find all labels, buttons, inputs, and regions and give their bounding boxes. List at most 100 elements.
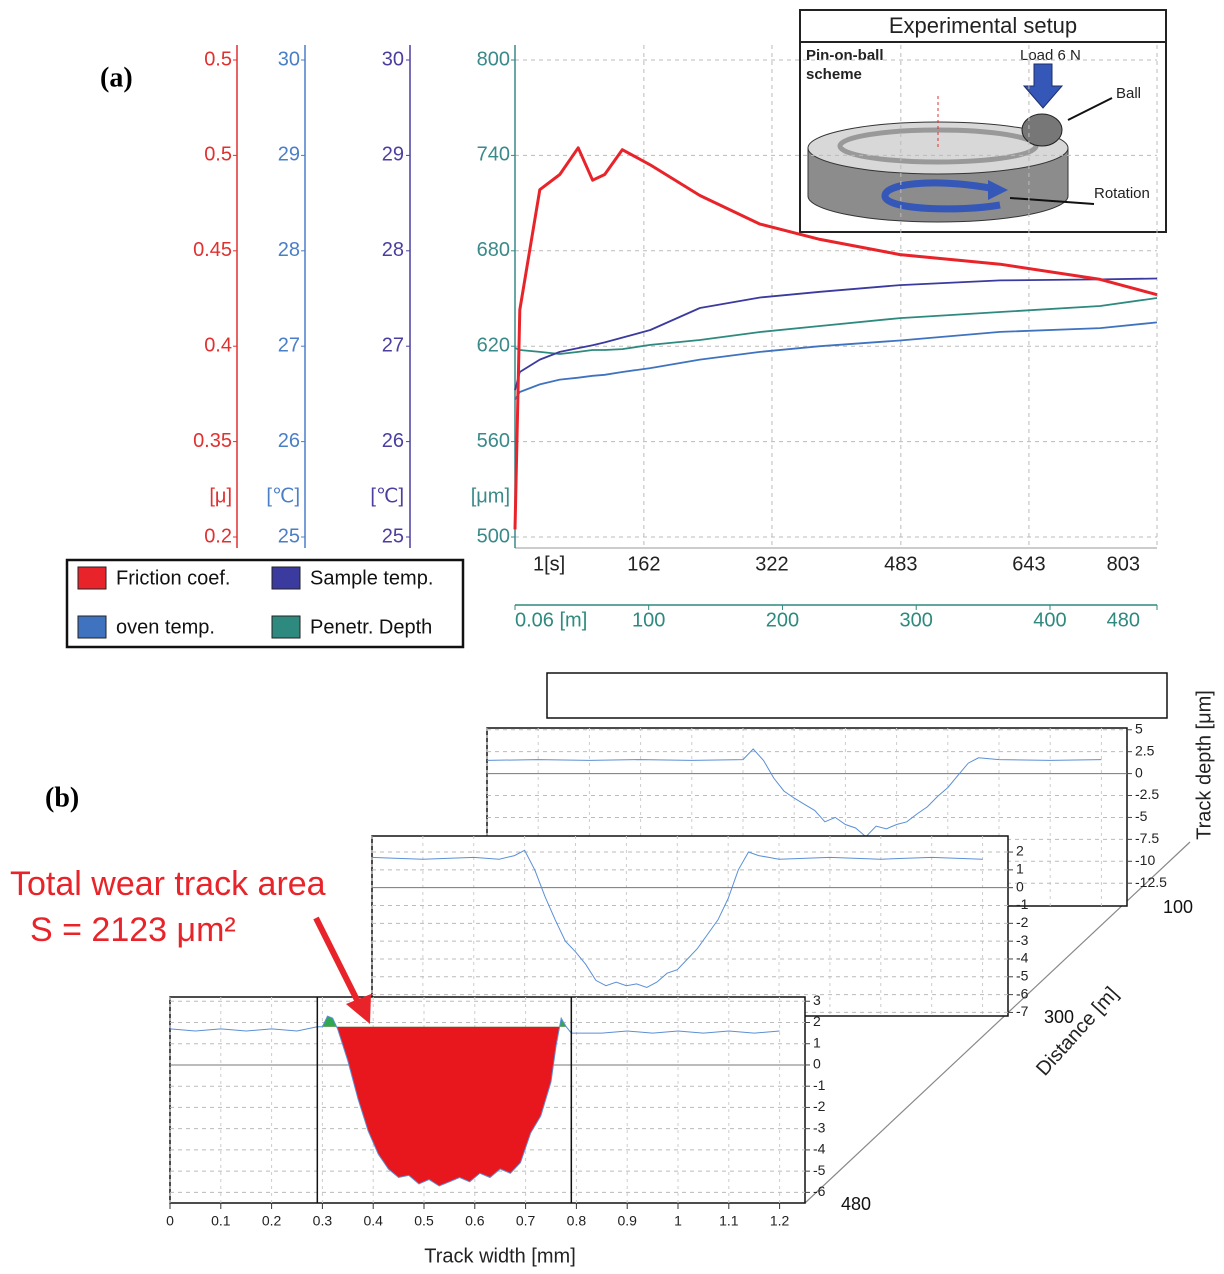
x2-tick-label: 300 bbox=[900, 609, 933, 631]
legend-swatch bbox=[271, 566, 301, 590]
y-tick-label: 2 bbox=[1016, 843, 1024, 859]
annotation: S = 2123 μm² bbox=[30, 911, 236, 949]
y-tick-label: 30 bbox=[382, 48, 404, 70]
y-tick-label: -2.5 bbox=[1135, 786, 1159, 802]
y-axis-unit: [μ] bbox=[209, 485, 232, 507]
y-tick-label: 0 bbox=[1135, 764, 1143, 780]
x-tick-label: 0.3 bbox=[313, 1213, 333, 1229]
profile-layer: 3 2 1 0 -1 -2 -3 -4 -5 -6 480 0 0.1 0.2 0.3 0.4 0.5 0.6 0.… bbox=[166, 992, 871, 1229]
y-tick-label: 680 bbox=[477, 239, 510, 261]
inset-title: Experimental setup bbox=[889, 13, 1077, 38]
y-tick-label: 1 bbox=[813, 1034, 821, 1050]
series-line bbox=[513, 146, 1158, 530]
x-tick-label: 1.1 bbox=[719, 1213, 739, 1229]
inset-rotation: Rotation bbox=[1094, 185, 1150, 202]
y-tick-label: -5 bbox=[1135, 808, 1148, 824]
legend: Friction coef. Sample temp. oven temp. Pene… bbox=[77, 566, 433, 639]
wear-track bbox=[837, 127, 1039, 165]
y-tick-label: 29 bbox=[278, 144, 300, 166]
z-axis-title: Distance [m] bbox=[1032, 983, 1123, 1080]
x2-tick-label: 200 bbox=[766, 609, 799, 631]
x-tick-label: 1.2 bbox=[770, 1213, 790, 1229]
x-tick-label: 483 bbox=[884, 553, 917, 575]
y-tick-label: 29 bbox=[382, 144, 404, 166]
inset-scheme: Pin-on-ball scheme bbox=[806, 47, 884, 83]
x-tick-label: 0.7 bbox=[516, 1213, 536, 1229]
y-tick-label: -5 bbox=[813, 1162, 826, 1178]
panel-label: (a) bbox=[100, 62, 133, 93]
x-tick-label: 0 bbox=[166, 1213, 174, 1229]
y-tick-label: -10 bbox=[1135, 852, 1155, 868]
legend-label: Penetr. Depth bbox=[310, 616, 432, 638]
x-tick-label: 0.4 bbox=[363, 1213, 383, 1229]
x-tick-label: 1 bbox=[674, 1213, 682, 1229]
distance-label: 300 bbox=[1044, 1007, 1074, 1027]
x-tick-label: 322 bbox=[755, 553, 788, 575]
inset-scheme-box: Pin-on-ball scheme bbox=[806, 47, 884, 83]
legend-label: oven temp. bbox=[116, 616, 215, 638]
y-axis-unit: [℃] bbox=[266, 485, 300, 507]
x2-tick-label: 480 bbox=[1107, 609, 1140, 631]
y-tick-label: 28 bbox=[382, 239, 404, 261]
distance-label: 100 bbox=[1163, 897, 1193, 917]
y-tick-label: 28 bbox=[278, 239, 300, 261]
layer-box bbox=[371, 835, 1009, 1017]
y-tick-label: 0.45 bbox=[193, 239, 232, 261]
y-tick-label: -7 bbox=[1016, 1003, 1029, 1019]
y-tick-label: 26 bbox=[382, 430, 404, 452]
rotation-arrow bbox=[881, 179, 1001, 213]
y-tick-label: -2 bbox=[813, 1098, 826, 1114]
inset: Experimental setup Pin-on-ball scheme Lo… bbox=[799, 9, 1167, 233]
profile-line bbox=[372, 849, 983, 989]
legend-swatch bbox=[271, 615, 301, 639]
y-tick-label: 560 bbox=[477, 430, 510, 452]
y-tick-label: -3 bbox=[1016, 932, 1029, 948]
rotation-pointer bbox=[1009, 197, 1095, 205]
legend-label: Friction coef. bbox=[116, 567, 230, 589]
y-tick-label: 0 bbox=[1016, 878, 1024, 894]
y-tick-label: 740 bbox=[477, 144, 510, 166]
profile-line bbox=[170, 1015, 780, 1187]
y-tick-label: 3 bbox=[813, 992, 821, 1008]
rotation-arrow-head bbox=[988, 180, 1008, 200]
profile-layers: 52.50-2.5-5-7.5-10-12.5100210-1-2-3-4-5-… bbox=[166, 720, 1193, 1228]
layer-frame bbox=[546, 672, 1168, 719]
y-tick-label: -1 bbox=[813, 1077, 826, 1093]
ball-pointer bbox=[1067, 97, 1113, 121]
y-tick-label: 30 bbox=[278, 48, 300, 70]
y-tick-label: 25 bbox=[382, 525, 404, 547]
y-tick-label: 2.5 bbox=[1135, 742, 1155, 758]
y-tick-label: 0.5 bbox=[204, 144, 232, 166]
y-tick-label: 1 bbox=[1016, 861, 1024, 877]
series-line bbox=[514, 321, 1158, 401]
annotation-arrow-head bbox=[346, 994, 371, 1024]
y-tick-label: -4 bbox=[1016, 950, 1029, 966]
profile-line bbox=[487, 748, 1102, 838]
distance-label: 480 bbox=[841, 1194, 871, 1214]
profile-layer: 2 10 -1 -2 -3 -4-5 -6 -7 300 bbox=[371, 835, 1074, 1027]
x-tick-label: 0.9 bbox=[617, 1213, 637, 1229]
x-tick-label: 0.8 bbox=[567, 1213, 587, 1229]
legend-swatch bbox=[77, 615, 107, 639]
y-tick-label: -6 bbox=[1016, 985, 1029, 1001]
x-tick-label: 0.5 bbox=[414, 1213, 434, 1229]
y-axis-unit: [μm] bbox=[471, 485, 510, 507]
legend-box bbox=[65, 558, 465, 649]
y-tick-label: 620 bbox=[477, 334, 510, 356]
y-tick-label: -1 bbox=[1016, 896, 1029, 912]
y-tick-label: -6 bbox=[813, 1183, 826, 1199]
x2-tick-label: 400 bbox=[1033, 609, 1066, 631]
x-tick-label: 803 bbox=[1107, 553, 1140, 575]
y-tick-label: -3 bbox=[813, 1119, 826, 1135]
legend-label: Sample temp. bbox=[310, 567, 433, 589]
panel-label: (b) bbox=[45, 782, 79, 813]
x-tick-label: 0.6 bbox=[465, 1213, 485, 1229]
y-tick-label: 27 bbox=[278, 334, 300, 356]
y-tick-label: 0.4 bbox=[204, 334, 232, 356]
x-tick-label: 162 bbox=[627, 553, 660, 575]
inset-ball: Ball bbox=[1116, 85, 1141, 102]
annotation: Total wear track area bbox=[10, 865, 326, 903]
y-tick-label: 800 bbox=[477, 48, 510, 70]
annotation-arrow bbox=[313, 916, 363, 1008]
